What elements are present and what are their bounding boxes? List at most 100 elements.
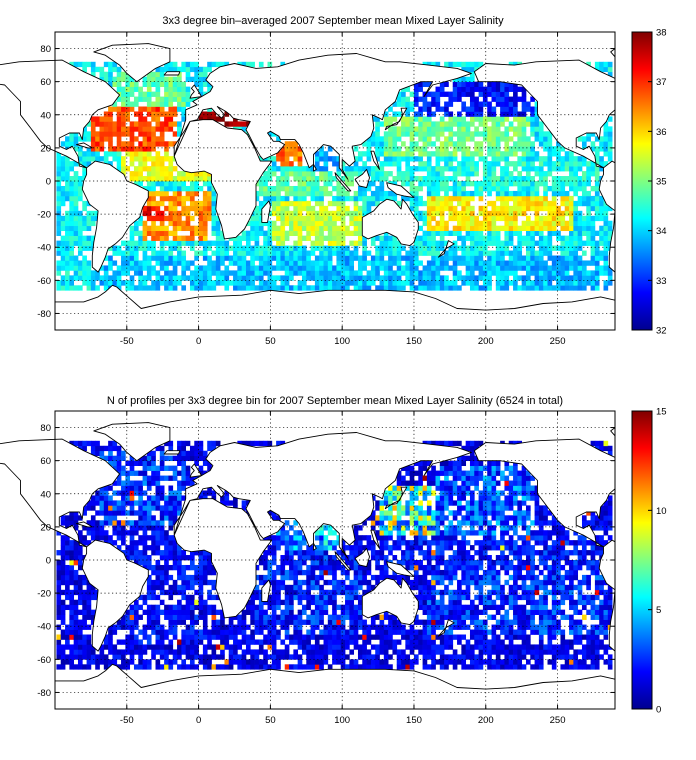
salinity-bin [396,260,402,266]
count-bin [245,609,251,615]
salinity-bin [327,220,333,227]
salinity-bin [245,245,251,251]
salinity-bin [603,230,609,236]
salinity-bin [220,275,225,281]
salinity-bin [306,176,311,182]
salinity-bin [181,235,187,241]
salinity-bin [465,126,471,132]
salinity-bin [543,285,548,291]
salinity-bin [560,195,566,202]
salinity-bin [293,210,299,217]
salinity-bin [353,280,359,286]
salinity-bin [469,151,475,157]
salinity-bin [444,161,449,167]
salinity-bin [474,250,479,256]
salinity-bin [444,250,449,256]
salinity-bin [245,240,251,246]
salinity-bin [426,151,432,157]
salinity-bin [151,161,156,167]
salinity-bin [284,265,290,271]
salinity-bin [138,166,143,172]
salinity-bin [280,210,286,217]
salinity-bin [482,166,488,172]
count-bin [220,495,225,501]
salinity-bin [224,265,230,271]
salinity-bin [327,255,333,261]
salinity-bin [306,230,311,236]
count-bin [181,465,187,471]
salinity-bin [590,235,596,241]
coastline-cuba [76,142,93,149]
salinity-bin [504,250,510,256]
salinity-bin [590,215,596,222]
count-bin [133,634,139,640]
salinity-bin [366,285,372,291]
salinity-bin [60,280,66,286]
count-bin [155,629,161,635]
count-bin [284,589,290,596]
salinity-bin [211,190,217,197]
salinity-bin [86,260,92,266]
salinity-bin [60,215,66,222]
salinity-bin [181,111,187,117]
count-bin [301,550,307,556]
salinity-bin [517,240,523,246]
salinity-bin [504,146,510,152]
salinity-bin [448,101,454,107]
salinity-bin [151,240,156,246]
count-bin [177,654,182,660]
count-bin [108,455,113,462]
salinity-bin [185,96,191,102]
salinity-bin [491,265,497,271]
salinity-bin [129,240,135,246]
count-bin [289,560,294,566]
salinity-bin [211,260,217,266]
salinity-bin [319,151,324,157]
salinity-bin [82,131,87,137]
salinity-bin [521,116,527,122]
salinity-bin [301,166,307,172]
salinity-bin [487,131,492,137]
salinity-bin [340,205,346,212]
salinity-bin [301,285,307,291]
salinity-bin [168,185,174,192]
salinity-bin [465,210,471,217]
count-bin [155,659,161,665]
salinity-bin [530,270,535,276]
count-bin [121,500,126,506]
salinity-bin [469,240,475,246]
salinity-bin [194,200,199,207]
count-bin [108,450,113,457]
salinity-bin [530,190,535,197]
salinity-bin [142,121,148,127]
salinity-bin [418,151,423,157]
salinity-bin [280,61,286,68]
salinity-bin [431,275,436,281]
salinity-bin [379,275,385,281]
salinity-bin [461,220,467,227]
salinity-bin [379,176,385,182]
count-bin [159,490,165,496]
salinity-bin [86,225,92,232]
salinity-bin [116,86,122,92]
salinity-bin [103,280,109,286]
salinity-bin [435,225,441,232]
salinity-bin [284,166,290,172]
salinity-bin [284,146,290,152]
salinity-bin [457,161,462,167]
salinity-bin [439,200,445,207]
coastline-greenland [93,43,171,83]
count-bin [280,540,286,546]
salinity-bin [77,151,83,157]
salinity-bin [383,250,389,256]
salinity-bin [538,181,544,187]
salinity-bin [487,106,492,112]
count-bin [258,589,264,596]
salinity-bin [121,280,126,286]
salinity-bin [525,190,531,197]
salinity-bin [151,126,156,132]
salinity-bin [495,131,501,137]
salinity-bin [207,86,212,92]
count-bin [90,505,96,511]
salinity-bin [146,225,152,232]
